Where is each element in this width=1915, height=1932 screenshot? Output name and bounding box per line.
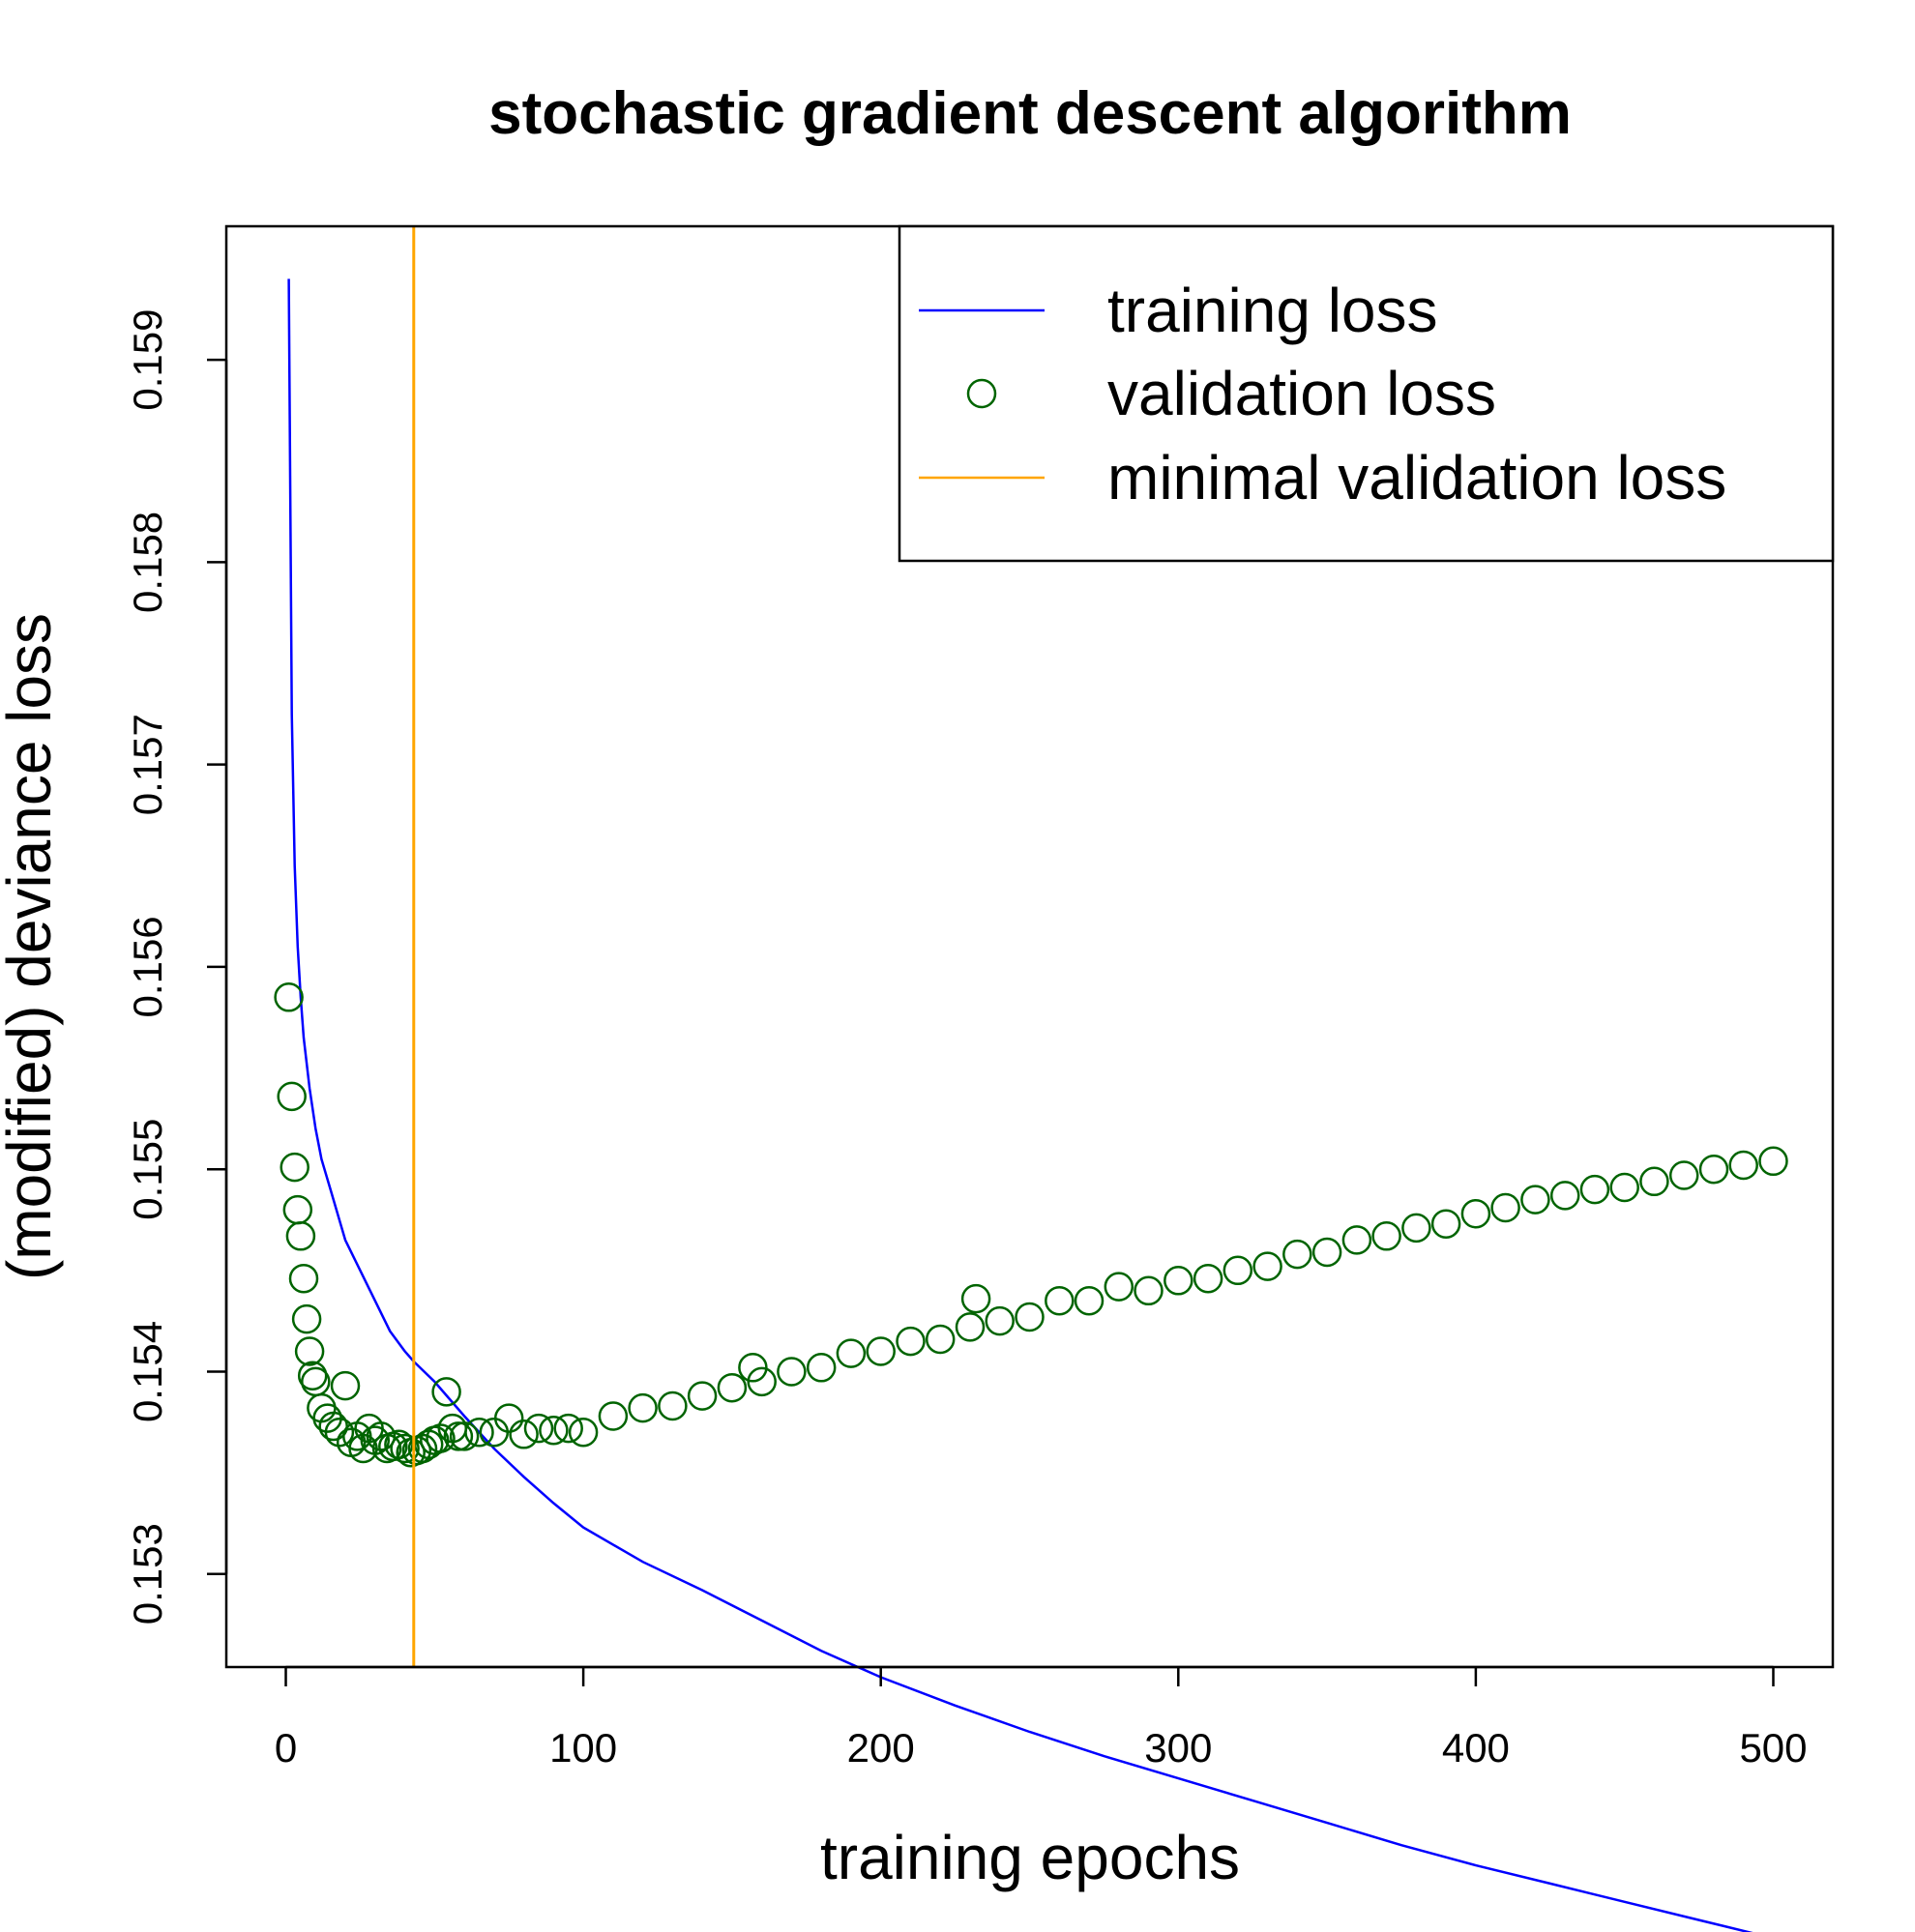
validation-loss-point [443, 1421, 474, 1451]
validation-loss-point [1045, 1285, 1075, 1316]
validation-loss-point [598, 1401, 629, 1431]
validation-loss-point [1015, 1302, 1045, 1332]
validation-loss-point [628, 1392, 658, 1423]
validation-loss-point [274, 982, 304, 1012]
validation-loss-point [1371, 1221, 1401, 1251]
validation-loss-point [1520, 1185, 1550, 1215]
validation-loss-point [836, 1338, 867, 1368]
x-axis-title: training epochs [820, 1823, 1240, 1892]
y-tick-label: 0.159 [125, 309, 170, 411]
validation-loss-point [747, 1366, 777, 1397]
validation-loss-point [330, 1370, 361, 1401]
validation-loss-point [1430, 1209, 1461, 1239]
validation-loss-point [1460, 1198, 1491, 1229]
validation-loss-point [960, 1283, 991, 1314]
validation-loss-point [431, 1377, 461, 1407]
validation-loss-point [777, 1357, 807, 1387]
x-tick-label: 0 [275, 1725, 297, 1771]
validation-loss-point [896, 1326, 926, 1357]
validation-loss-point [1639, 1166, 1669, 1197]
validation-loss-point [687, 1381, 718, 1411]
validation-loss-point [568, 1417, 599, 1448]
y-tick-label: 0.154 [125, 1321, 170, 1422]
validation-loss-point [1401, 1213, 1431, 1244]
validation-loss-point [1311, 1237, 1342, 1268]
validation-loss-point [285, 1221, 316, 1251]
validation-loss-point [449, 1421, 480, 1451]
x-axis: 0 100 200 300 400 500 [275, 1665, 1808, 1771]
validation-loss-point [1104, 1272, 1134, 1302]
legend-box [898, 224, 1835, 563]
legend-label-training-loss: training loss [1107, 276, 1438, 345]
validation-loss-point [277, 1081, 307, 1112]
x-tick-label: 500 [1739, 1725, 1807, 1771]
validation-loss-point [288, 1263, 319, 1294]
plot-content [274, 226, 1788, 1932]
y-tick-label: 0.155 [125, 1119, 170, 1220]
legend-key-validation-loss [966, 378, 997, 409]
legend-label-validation-loss: validation loss [1107, 359, 1496, 428]
validation-loss-point [291, 1303, 322, 1334]
validation-loss-point [1728, 1150, 1758, 1181]
validation-loss-point [925, 1324, 956, 1355]
validation-loss-point [464, 1417, 494, 1448]
y-tick-label: 0.153 [125, 1523, 170, 1625]
validation-loss-point [1609, 1172, 1639, 1203]
validation-loss-point [297, 1361, 328, 1390]
x-tick-label: 400 [1442, 1725, 1510, 1771]
validation-loss-point [1164, 1266, 1193, 1296]
validation-loss-point [1282, 1239, 1312, 1270]
validation-loss-point [806, 1353, 837, 1383]
x-tick-label: 300 [1144, 1725, 1212, 1771]
legend: training loss validation loss minimal va… [898, 224, 1835, 563]
validation-loss-point [1490, 1192, 1520, 1223]
validation-loss-point [509, 1420, 539, 1449]
validation-loss-point [390, 1433, 420, 1464]
y-tick-label: 0.157 [125, 714, 170, 815]
y-tick-label: 0.156 [125, 916, 170, 1017]
series-training-loss-line [287, 278, 1753, 1932]
validation-loss-point [1579, 1174, 1610, 1205]
legend-label-minimal-validation-loss: minimal validation loss [1107, 443, 1726, 512]
validation-loss-point [1074, 1285, 1105, 1316]
validation-loss-point [539, 1415, 569, 1446]
validation-loss-point [307, 1392, 337, 1423]
validation-loss-point [294, 1336, 325, 1366]
validation-loss-point [1549, 1181, 1580, 1211]
validation-loss-point [282, 1194, 313, 1225]
validation-loss-point [866, 1336, 896, 1366]
validation-loss-point [523, 1413, 554, 1444]
validation-loss-point [1698, 1154, 1729, 1185]
validation-loss-point [1134, 1275, 1164, 1306]
y-tick-label: 0.158 [125, 512, 170, 613]
validation-loss-point [493, 1403, 524, 1433]
validation-loss-point [479, 1417, 510, 1448]
validation-loss-point [1341, 1225, 1372, 1255]
x-tick-label: 100 [549, 1725, 617, 1771]
validation-loss-point [1252, 1251, 1282, 1281]
validation-loss-point [1223, 1255, 1253, 1286]
y-axis-title: (modified) deviance loss [0, 613, 64, 1280]
validation-loss-point [658, 1390, 688, 1421]
validation-loss-point [717, 1372, 748, 1403]
y-axis: 0.153 0.154 0.155 0.156 0.157 0.158 0.159 [125, 309, 228, 1625]
chart-title: stochastic gradient descent algorithm [488, 80, 1572, 147]
validation-loss-point [738, 1353, 768, 1383]
validation-loss-point [985, 1305, 1015, 1336]
validation-loss-point [1758, 1146, 1788, 1177]
validation-loss-point [1668, 1160, 1699, 1190]
validation-loss-point [280, 1152, 309, 1183]
x-tick-label: 200 [847, 1725, 915, 1771]
validation-loss-point [955, 1312, 986, 1342]
validation-loss-point [1193, 1263, 1223, 1294]
validation-loss-point [553, 1413, 583, 1444]
